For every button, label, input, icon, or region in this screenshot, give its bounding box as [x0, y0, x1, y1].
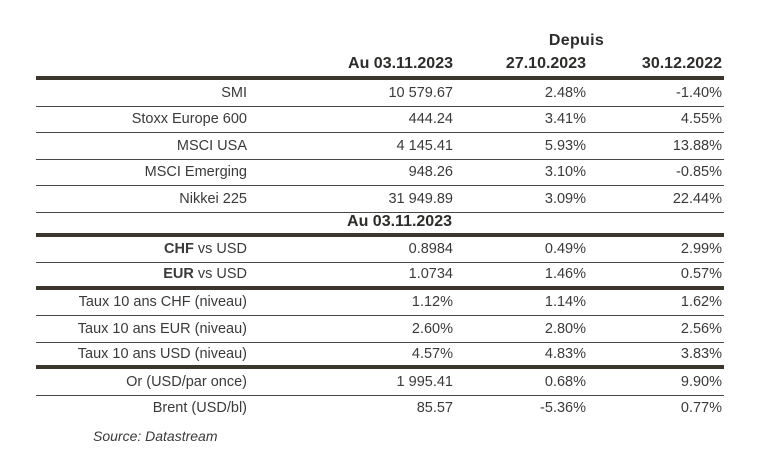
source-attribution: Source: Datastream	[93, 428, 218, 444]
header-spacer	[36, 51, 250, 80]
depuis-spacer	[36, 26, 455, 51]
value-level: 4.57%	[250, 342, 455, 369]
market-report-table: Depuis Au 03.11.2023 27.10.2023 30.12.20…	[36, 26, 724, 444]
value-level: 31 949.89	[250, 185, 455, 213]
value-level: 1.0734	[250, 262, 455, 290]
value-level: 1 995.41	[250, 367, 455, 396]
currency-code: CHF	[164, 241, 194, 258]
value-level: 0.8984	[250, 234, 455, 263]
currency-pair-rest: vs USD	[193, 266, 247, 283]
value-since-week: 3.09%	[455, 185, 588, 213]
table-row-depuis-header: Depuis	[36, 26, 724, 51]
column-header-au-date: Au 03.11.2023	[250, 51, 455, 80]
value-since-year: 0.57%	[588, 262, 724, 290]
value-since-week: 3.41%	[455, 106, 588, 133]
row-label: MSCI USA	[36, 132, 250, 160]
value-level: 444.24	[250, 106, 455, 133]
mid-spacer	[455, 212, 588, 237]
value-since-week: 5.93%	[455, 132, 588, 160]
row-label: MSCI Emerging	[36, 159, 250, 186]
value-since-week: -5.36%	[540, 400, 586, 417]
table-row-column-headers: Au 03.11.2023 27.10.2023 30.12.2022	[36, 51, 724, 80]
table-row-stoxx: Stoxx Europe 600 444.24 3.41% 4.55%	[36, 106, 724, 133]
row-label: Or (USD/par once)	[36, 367, 250, 396]
value-since-week: 1.46%	[455, 262, 588, 290]
value-since-year: 2.99%	[588, 234, 724, 263]
table-row-rate-chf: Taux 10 ans CHF (niveau) 1.12% 1.14% 1.6…	[36, 287, 724, 316]
value-since-year: 2.56%	[588, 315, 724, 343]
table-row-nikkei: Nikkei 225 31 949.89 3.09% 22.44%	[36, 185, 724, 213]
row-label: SMI	[36, 78, 250, 107]
row-label: Nikkei 225	[36, 185, 250, 213]
row-label: Taux 10 ans EUR (niveau)	[36, 315, 250, 343]
value-level: 1.12%	[250, 287, 455, 316]
row-label: Taux 10 ans USD (niveau)	[36, 342, 250, 369]
value-since-year: 4.55%	[588, 106, 724, 133]
value-since-week: 2.80%	[455, 315, 588, 343]
table-row-smi: SMI 10 579.67 2.48% -1.40%	[36, 78, 724, 107]
value-since-year: 0.77%	[680, 400, 722, 417]
row-label: Brent (USD/bl)	[152, 400, 247, 417]
value-since-week: 4.83%	[455, 342, 588, 369]
column-header-since-year: 30.12.2022	[588, 51, 724, 80]
table-row-rate-eur: Taux 10 ans EUR (niveau) 2.60% 2.80% 2.5…	[36, 315, 724, 343]
table-row-rate-usd: Taux 10 ans USD (niveau) 4.57% 4.83% 3.8…	[36, 342, 724, 369]
value-since-year: 3.83%	[588, 342, 724, 369]
value-since-year: -0.85%	[588, 159, 724, 186]
row-label: Taux 10 ans CHF (niveau)	[36, 287, 250, 316]
value-since-year: 9.90%	[588, 367, 724, 396]
table-row-eur-usd: EUR vs USD 1.0734 1.46% 0.57%	[36, 262, 724, 290]
currency-code: EUR	[163, 266, 194, 283]
value-since-week: 0.49%	[455, 234, 588, 263]
value-level: 10 579.67	[250, 78, 455, 107]
mid-section-header: Au 03.11.2023	[36, 212, 455, 237]
column-header-since-week: 27.10.2023	[455, 51, 588, 80]
value-since-year: 1.62%	[588, 287, 724, 316]
value-level: 2.60%	[250, 315, 455, 343]
table-row-msci-usa: MSCI USA 4 145.41 5.93% 13.88%	[36, 132, 724, 160]
value-since-week: 0.68%	[455, 367, 588, 396]
mid-spacer	[588, 212, 724, 237]
value-level: 948.26	[250, 159, 455, 186]
row-label: CHF vs USD	[36, 234, 250, 263]
value-since-week: 1.14%	[455, 287, 588, 316]
table-row-chf-usd: CHF vs USD 0.8984 0.49% 2.99%	[36, 234, 724, 263]
currency-pair-rest: vs USD	[193, 241, 247, 258]
value-since-year: 13.88%	[588, 132, 724, 160]
value-since-year: 22.44%	[588, 185, 724, 213]
table-row-msci-emerging: MSCI Emerging 948.26 3.10% -0.85%	[36, 159, 724, 186]
value-since-year: -1.40%	[588, 78, 724, 107]
table-row-gold: Or (USD/par once) 1 995.41 0.68% 9.90%	[36, 367, 724, 396]
value-level: 85.57	[416, 400, 453, 417]
row-label: EUR vs USD	[36, 262, 250, 290]
row-label: Stoxx Europe 600	[36, 106, 250, 133]
value-level: 4 145.41	[250, 132, 455, 160]
financial-indicators-table: Depuis Au 03.11.2023 27.10.2023 30.12.20…	[36, 26, 724, 421]
value-since-week: 2.48%	[455, 78, 588, 107]
depuis-header-label: Depuis	[548, 32, 605, 49]
value-since-week: 3.10%	[455, 159, 588, 186]
table-row-mid-header: Au 03.11.2023	[36, 212, 724, 237]
table-row-brent: Brent (USD/bl) 85.57 -5.36% 0.77%	[36, 395, 724, 421]
